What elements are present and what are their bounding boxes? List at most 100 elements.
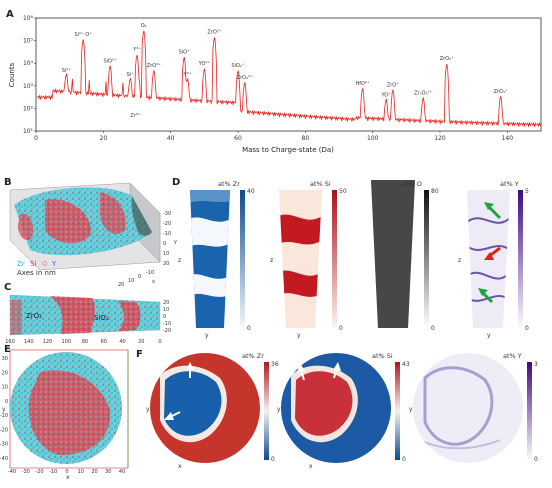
legend-y: Y xyxy=(51,260,57,268)
y-tick-label: 10¹ xyxy=(23,128,34,135)
x-tick-label: 40 xyxy=(167,135,175,142)
peak-label: YO²⁺ xyxy=(198,61,211,67)
c-y-tick: -20 xyxy=(163,328,171,334)
f-cbar-zr-min: 0 xyxy=(271,456,275,463)
colorbar-o xyxy=(424,190,429,328)
series-line xyxy=(36,30,541,128)
peak-label: Y³⁺ xyxy=(132,47,141,53)
peak-label: Si²⁺ O⁺ xyxy=(74,32,92,38)
panel-c-projection: ZrO₂ SiO₂ 160 140 120 100 80 60 40 20 0 -20-1001… xyxy=(5,294,171,345)
y-ticks: 10¹ 10² 10³ 10⁴ 10⁵ 10⁶ xyxy=(23,15,36,135)
axis-z-label: z xyxy=(270,257,273,264)
peak-label: HfO²⁺ xyxy=(356,81,370,87)
panel-e-cross-section: -40 -30 -20 -10 0 10 20 30 40 3020100-10-20-30-4… xyxy=(0,349,129,481)
e-y-tick: -30 xyxy=(0,442,8,448)
axis-y-label: y xyxy=(297,332,301,339)
map-o: at% O 80 0 xyxy=(371,180,439,332)
e-x-tick: -40 xyxy=(8,469,16,475)
mass-spectrum-chart: 10¹ 10² 10³ 10⁴ 10⁵ 10⁶ 0 20 40 60 80 100 120 140 Si… xyxy=(8,15,542,154)
e-y-tick: -40 xyxy=(0,456,8,462)
f-si-title: at% Si xyxy=(372,352,393,360)
peak-label: ZrO²⁺ xyxy=(207,30,221,36)
svg-text:-10: -10 xyxy=(146,270,154,276)
arrow-green-bottom xyxy=(478,288,494,304)
f-y-title: at% Y xyxy=(503,352,522,360)
c-y-tick: -10 xyxy=(163,321,171,327)
c-x-tick: 160 xyxy=(5,339,15,345)
map-y: at% Y 5 0 z y xyxy=(458,180,529,339)
arrow-green-top xyxy=(484,202,502,220)
colorbar-zr xyxy=(240,190,245,328)
svg-text:-30: -30 xyxy=(163,211,171,217)
x-tick-label: 60 xyxy=(234,135,242,142)
map-o-title: at% O xyxy=(402,180,422,188)
axis-y-label: y xyxy=(205,332,209,339)
peak-label: ZrO₂²⁺ xyxy=(237,75,253,81)
svg-text:20: 20 xyxy=(118,282,124,288)
map-y-title: at% Y xyxy=(500,180,519,188)
panel-label-d: D xyxy=(172,177,180,188)
peak-label: Si⁺ xyxy=(127,72,135,78)
svg-text:0: 0 xyxy=(138,274,141,280)
cbar-o-max: 80 xyxy=(431,188,439,195)
e-x-tick: -10 xyxy=(49,469,57,475)
panel-b-3d-reconstruction: -30 -20 -10 0 10 20 20 10 0 -10 x y Zr Si O Y A… xyxy=(9,182,177,288)
colorbar-si xyxy=(332,190,337,328)
f-cbar-y-min: 0 xyxy=(534,456,538,463)
e-x-tick: -30 xyxy=(22,469,30,475)
legend-si: Si xyxy=(30,260,36,268)
c-y-tick: 20 xyxy=(163,300,169,306)
e-y-tick: -20 xyxy=(0,427,8,433)
x-axis-label: Mass to Charge-state (Da) xyxy=(242,146,334,154)
panel-label-a: A xyxy=(6,9,14,20)
e-y-tick: 20 xyxy=(2,370,8,376)
c-x-tick: 0 xyxy=(158,339,161,345)
cbar-si-min: 0 xyxy=(339,325,343,332)
peak-label: SiO⁺ xyxy=(179,49,190,55)
e-x-tick: -20 xyxy=(35,469,43,475)
c-x-tick: 120 xyxy=(43,339,53,345)
f-cbar-y-max: 3 xyxy=(534,361,538,368)
c-x-tick: 20 xyxy=(138,339,144,345)
map-si: at% Si 50 0 z y xyxy=(270,180,347,339)
arrow-red xyxy=(484,246,501,260)
peak-labels: Si²⁺ Si²⁺ O⁺ SiO²⁺ Si⁺ Zr³⁺ Y³⁺ O₂ ZrO²⁺ SiO⁺ Y²⁺… xyxy=(62,23,508,119)
y-tick-label: 10⁵ xyxy=(23,38,34,45)
svg-text:10: 10 xyxy=(128,278,134,284)
y-axis-label: Counts xyxy=(8,62,16,87)
c-y-tick: 0 xyxy=(163,314,166,320)
svg-text:0: 0 xyxy=(163,241,166,247)
peak-label: SiO²⁺ xyxy=(103,58,117,64)
y-tick-label: 10² xyxy=(23,105,34,112)
panel-e-xticks: -40 -30 -20 -10 0 10 20 30 40 xyxy=(8,469,125,475)
axis-z-label: z xyxy=(458,257,461,264)
peak-label: ZrO₂⁺ xyxy=(440,56,454,62)
x-tick-label: 20 xyxy=(100,135,108,142)
f-colorbar-zr xyxy=(264,362,269,460)
x-tick-label: 100 xyxy=(367,135,379,142)
c-x-tick: 80 xyxy=(82,339,88,345)
cbar-zr-max: 40 xyxy=(247,188,255,195)
c-x-tick: 140 xyxy=(24,339,34,345)
panel-label-e: E xyxy=(4,344,11,355)
f-axis-x: x xyxy=(309,463,313,470)
e-y-tick: 0 xyxy=(5,399,8,405)
f-axis-y: y xyxy=(277,406,281,413)
f-cbar-si-min: 0 xyxy=(402,456,406,463)
peak-label: ZrO²⁺ xyxy=(147,63,161,69)
f-axis-y: y xyxy=(409,406,413,413)
f-axis-y: y xyxy=(146,406,150,413)
svg-text:10: 10 xyxy=(163,251,169,257)
peak-label: Y²⁺ xyxy=(183,72,192,78)
cbar-si-max: 50 xyxy=(339,188,347,195)
peak-label: Si²⁺ xyxy=(62,68,72,74)
e-y-tick: 10 xyxy=(2,385,8,391)
axis-y-label: y xyxy=(487,332,491,339)
f-zr-title: at% Zr xyxy=(242,352,264,360)
c-x-tick: 40 xyxy=(119,339,125,345)
peak-label: O₂ xyxy=(141,23,147,29)
axes-note: Axes in nm xyxy=(17,269,56,277)
panel-label-b: B xyxy=(4,177,12,188)
f-map-y: at% Y 3 0 y xyxy=(409,352,538,463)
